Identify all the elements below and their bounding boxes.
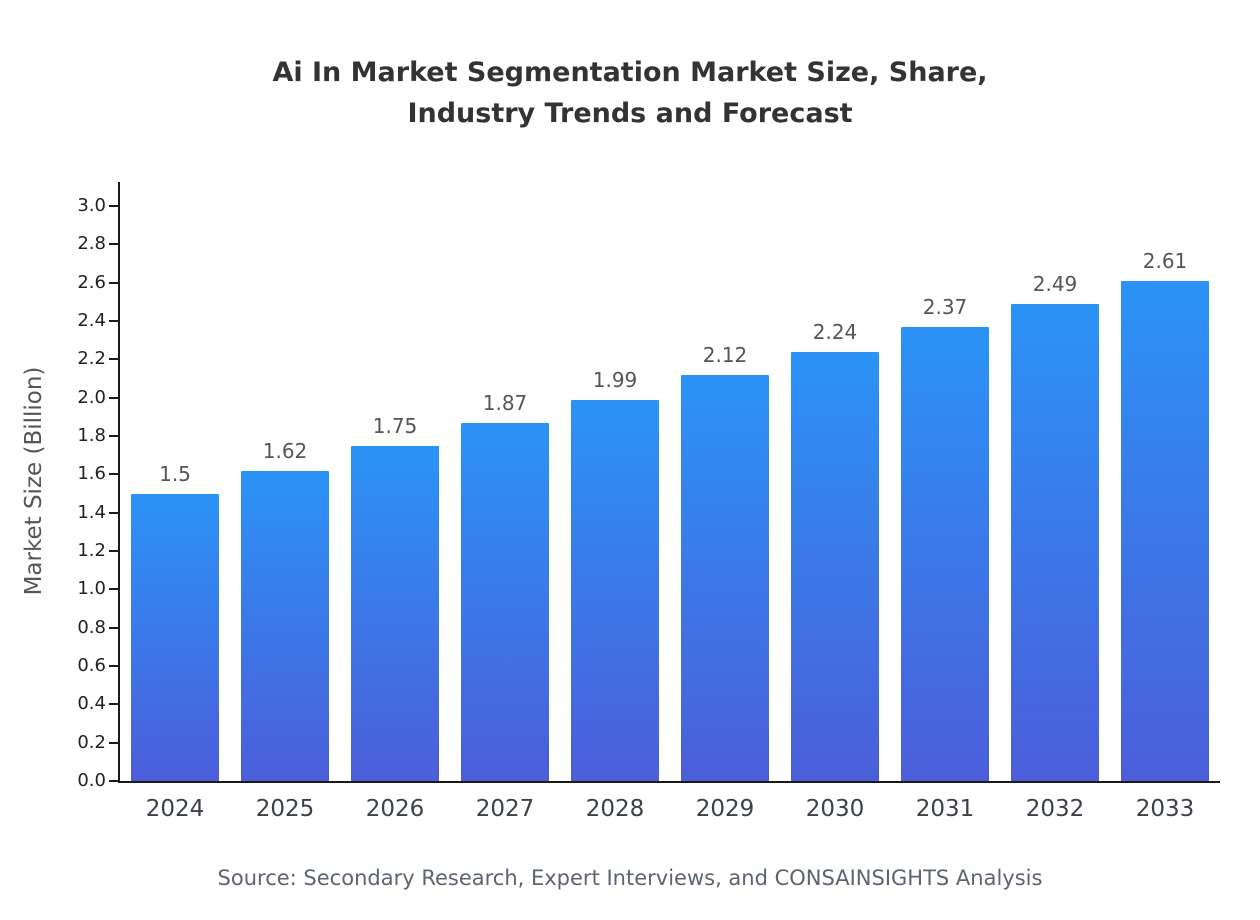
chart-title-line2: Industry Trends and Forecast [407, 98, 853, 129]
x-axis-tick-label: 2026 [365, 796, 425, 822]
bar-value-label: 2.49 [1032, 271, 1078, 296]
y-axis-tick-mark [109, 780, 118, 782]
x-axis-tick-label: 2024 [145, 796, 205, 822]
y-axis-tick-label: 2.8 [77, 233, 106, 255]
y-axis-tick-mark [109, 703, 118, 706]
chart-title: Ai In Market Segmentation Market Size, S… [0, 52, 1260, 134]
bar-value-label: 1.99 [592, 367, 638, 392]
y-axis-tick-label: 2.0 [77, 386, 106, 408]
x-axis-tick-label: 2025 [255, 796, 315, 822]
y-axis-tick-label: 1.2 [77, 540, 106, 561]
y-axis-tick-mark [109, 396, 118, 399]
y-axis-tick-mark [109, 281, 118, 284]
bar-value-label: 2.24 [812, 319, 858, 344]
x-axis-tick-label: 2027 [475, 796, 535, 822]
y-axis-tick-mark [109, 550, 118, 552]
y-axis-tick-mark [109, 320, 118, 322]
y-axis-tick-mark [109, 741, 118, 744]
y-axis-tick-label: 2.6 [77, 271, 106, 293]
bar-2030 [791, 351, 879, 781]
y-axis-tick-mark [109, 358, 118, 361]
bar-2024 [131, 493, 219, 781]
y-axis-tick-label: 2.4 [77, 310, 106, 331]
y-axis-tick-label: 0.8 [77, 616, 106, 638]
y-axis-title: Market Size (Billion) [21, 366, 47, 596]
y-axis-tick-label: 1.0 [77, 578, 106, 600]
bar-2026 [351, 445, 439, 781]
bar-value-label: 2.12 [702, 342, 748, 367]
bar-2032 [1011, 303, 1099, 781]
bar-value-label: 2.37 [922, 294, 968, 319]
source-note: Source: Secondary Research, Expert Inter… [217, 866, 1043, 890]
bar-2029 [681, 374, 769, 781]
y-axis-tick-mark [109, 588, 118, 591]
x-axis-tick-label: 2030 [805, 796, 865, 822]
bar-2031 [901, 326, 989, 781]
y-axis-tick-label: 2.2 [77, 348, 106, 370]
bar-2027 [461, 422, 549, 781]
x-axis-tick-label: 2033 [1135, 796, 1195, 822]
plot-area: 0.0 0.2 0.4 0.6 0.8 1.0 1.2 1.4 1.6 1.8 2.0 2.2 2.4 2… [77, 182, 1220, 822]
y-axis-tick-mark [109, 205, 118, 207]
y-axis-tick-mark [109, 473, 118, 476]
y-axis-tick-mark [109, 243, 118, 246]
bar-value-label: 1.87 [482, 390, 528, 415]
y-axis-tick-mark [109, 626, 118, 629]
y-axis-tick-mark [109, 435, 118, 437]
y-axis-tick-mark [109, 511, 118, 514]
x-axis-tick-label: 2032 [1025, 796, 1085, 822]
bar-value-label: 1.62 [262, 438, 308, 463]
bar-2025 [241, 470, 329, 781]
y-axis-tick-label: 0.2 [77, 731, 106, 753]
y-axis-tick-label: 1.6 [77, 463, 106, 485]
bar-value-label: 1.75 [372, 413, 418, 438]
bar-value-label: 2.61 [1142, 248, 1188, 273]
y-axis-tick-label: 0.4 [77, 693, 106, 715]
bar-value-label: 1.5 [159, 461, 191, 486]
y-axis-tick-label: 0.6 [77, 655, 106, 676]
y-axis-tick-label: 0.0 [77, 770, 106, 791]
bar-2028 [571, 399, 659, 781]
y-axis-tick-label: 3.0 [77, 195, 106, 216]
y-axis-tick-mark [109, 665, 118, 667]
y-axis-tick-label: 1.8 [77, 425, 106, 446]
x-axis-tick-label: 2028 [585, 796, 645, 822]
x-axis-tick-label: 2031 [915, 796, 975, 822]
y-axis-tick-label: 1.4 [77, 501, 106, 523]
bar-2033 [1121, 280, 1209, 781]
chart-title-line1: Ai In Market Segmentation Market Size, S… [272, 57, 988, 88]
x-axis-tick-label: 2029 [695, 796, 755, 822]
